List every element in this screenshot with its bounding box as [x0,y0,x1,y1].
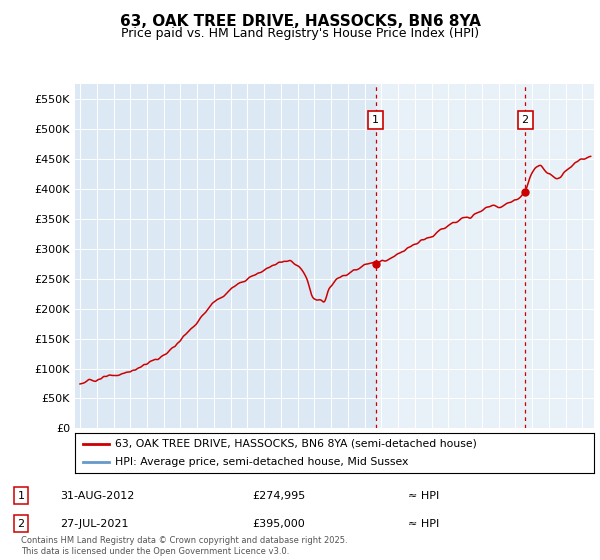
Text: 1: 1 [373,115,379,125]
Text: £395,000: £395,000 [252,519,305,529]
Text: ≈ HPI: ≈ HPI [408,491,439,501]
Text: 1: 1 [17,491,25,501]
Text: Price paid vs. HM Land Registry's House Price Index (HPI): Price paid vs. HM Land Registry's House … [121,27,479,40]
Bar [376,84,594,428]
Text: 63, OAK TREE DRIVE, HASSOCKS, BN6 8YA: 63, OAK TREE DRIVE, HASSOCKS, BN6 8YA [119,14,481,29]
Text: 2: 2 [17,519,25,529]
Text: Contains HM Land Registry data © Crown copyright and database right 2025.
This d: Contains HM Land Registry data © Crown c… [21,536,347,556]
Text: 63, OAK TREE DRIVE, HASSOCKS, BN6 8YA (semi-detached house): 63, OAK TREE DRIVE, HASSOCKS, BN6 8YA (s… [115,439,478,449]
Text: 31-AUG-2012: 31-AUG-2012 [60,491,134,501]
Text: 2: 2 [521,115,529,125]
Text: ≈ HPI: ≈ HPI [408,519,439,529]
Text: £274,995: £274,995 [252,491,305,501]
Text: 27-JUL-2021: 27-JUL-2021 [60,519,128,529]
Text: HPI: Average price, semi-detached house, Mid Sussex: HPI: Average price, semi-detached house,… [115,458,409,467]
